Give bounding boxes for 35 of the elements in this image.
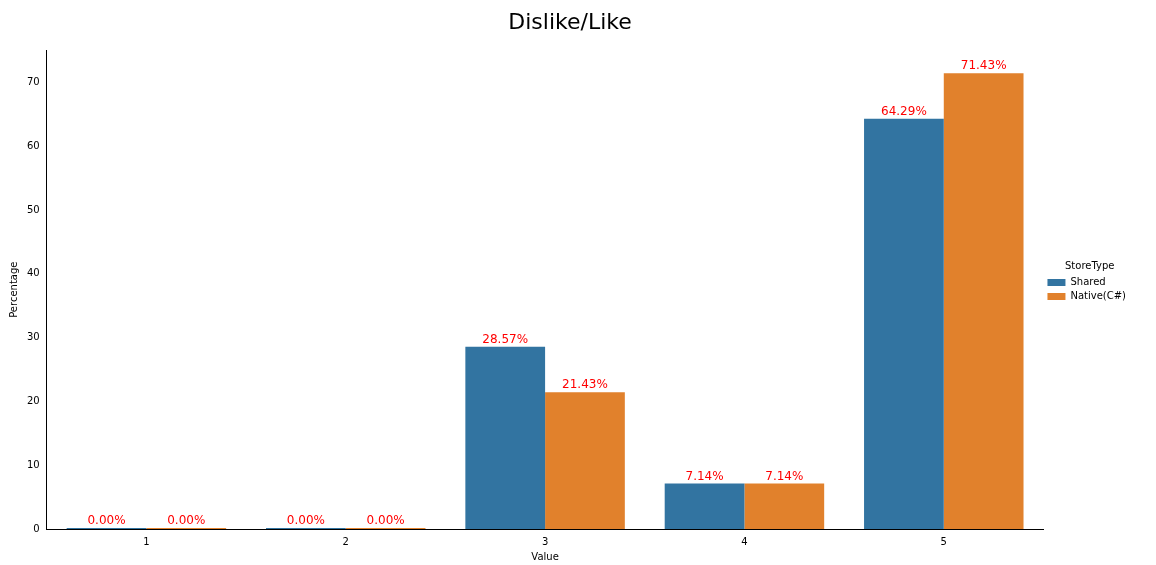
data-label: 0.00% [286, 513, 325, 528]
x-tick-label: 1 [143, 535, 150, 547]
y-tick-label: 60 [26, 139, 40, 151]
bar [465, 346, 546, 529]
data-label: 7.14% [685, 468, 724, 483]
chart-title: Dislike/Like [508, 8, 632, 34]
bar [864, 118, 944, 529]
y-tick-label: 50 [26, 203, 40, 215]
x-axis-title: Value [531, 550, 559, 562]
data-label: 7.14% [765, 468, 804, 483]
bar [744, 483, 825, 529]
x-tick-label: 2 [342, 535, 349, 547]
data-label: 28.57% [482, 331, 529, 346]
data-label: 21.43% [562, 377, 608, 392]
y-tick-label: 20 [26, 394, 40, 406]
legend-label: Native(C#) [1070, 290, 1127, 302]
bar [664, 483, 745, 529]
x-tick-label: 4 [741, 535, 748, 547]
x-tick-label: 3 [541, 535, 549, 547]
bar [545, 392, 625, 529]
y-axis-title: Percentage [7, 261, 19, 318]
legend-label: Shared [1070, 276, 1106, 288]
data-label: 0.00% [167, 513, 206, 528]
y-tick-label: 30 [26, 331, 40, 343]
y-tick-label: 40 [26, 267, 40, 279]
data-label: 0.00% [366, 513, 405, 528]
y-tick-label: 0 [33, 522, 40, 534]
legend-title: StoreType [1065, 260, 1115, 272]
x-tick-label: 5 [940, 535, 947, 547]
data-label: 71.43% [960, 58, 1007, 73]
data-label: 64.29% [881, 103, 927, 118]
y-tick-label: 70 [26, 75, 40, 87]
data-label: 0.00% [87, 513, 126, 528]
y-tick-label: 10 [26, 458, 40, 470]
bar [943, 73, 1024, 529]
